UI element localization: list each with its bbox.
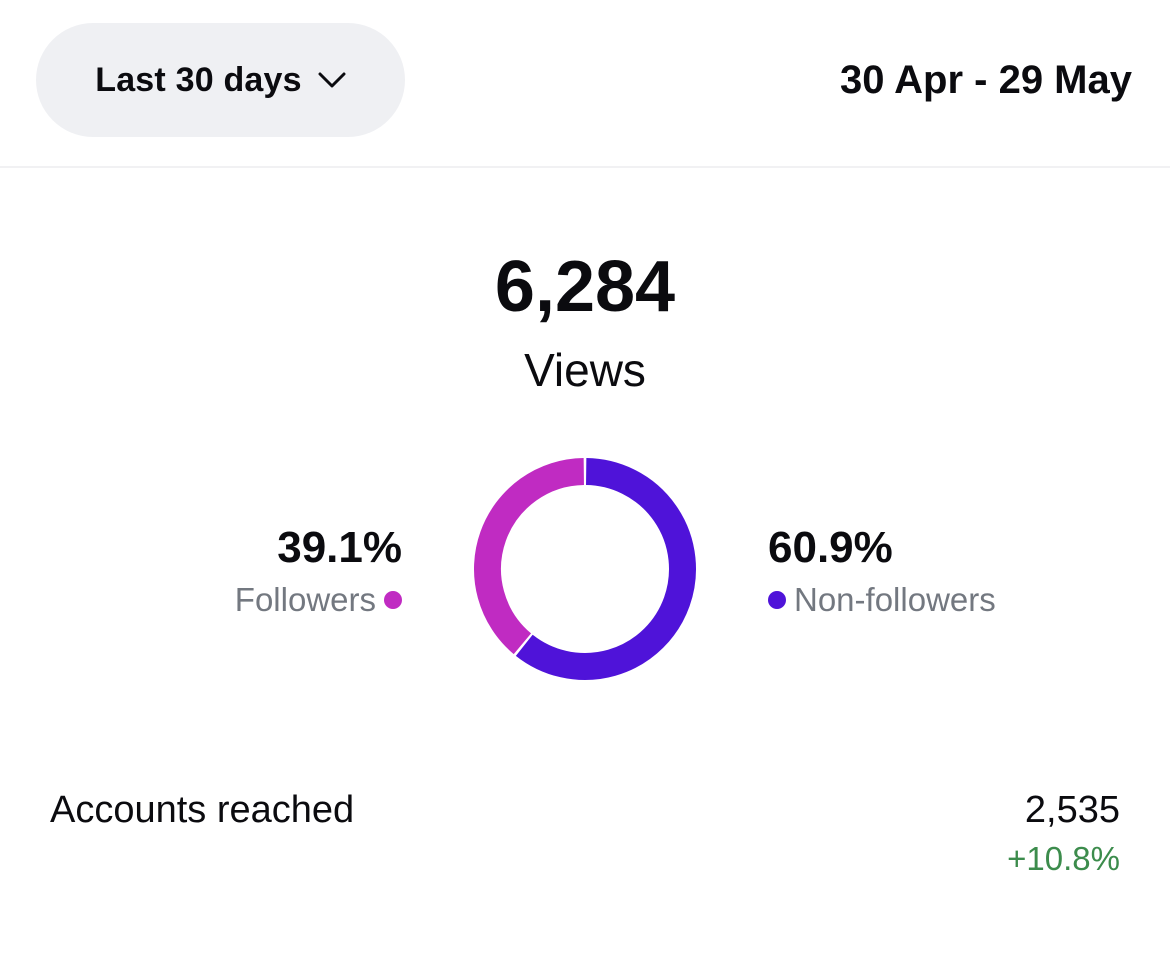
- non-followers-label: Non-followers: [794, 581, 996, 618]
- header: Last 30 days 30 Apr - 29 May: [0, 0, 1170, 168]
- donut-slice-non-followers: [515, 458, 696, 680]
- followers-dot-icon: [384, 591, 402, 609]
- views-donut-chart: [474, 458, 696, 680]
- date-range-dropdown-label: Last 30 days: [95, 60, 302, 99]
- chevron-down-icon: [318, 72, 346, 88]
- followers-percent: 39.1%: [277, 523, 402, 572]
- donut-slice-followers: [474, 458, 585, 655]
- non-followers-legend-row: Non-followers: [768, 578, 996, 622]
- accounts-reached-label: Accounts reached: [50, 789, 355, 831]
- non-followers-percent: 60.9%: [768, 523, 893, 572]
- non-followers-dot-icon: [768, 591, 786, 609]
- date-range-text: 30 Apr - 29 May: [840, 58, 1132, 102]
- views-label: Views: [524, 344, 646, 396]
- legend-followers: 39.1% Followers: [235, 522, 402, 622]
- views-total: 6,284: [494, 247, 676, 327]
- accounts-reached-row[interactable]: Accounts reached 2,535 +10.8%: [50, 786, 1120, 896]
- followers-label: Followers: [234, 581, 376, 618]
- legend-non-followers: 60.9% Non-followers: [768, 522, 996, 622]
- accounts-reached-change: +10.8%: [1007, 840, 1120, 877]
- followers-legend-row: Followers: [235, 578, 402, 622]
- accounts-reached-value: 2,535: [1024, 789, 1120, 831]
- date-range-dropdown[interactable]: Last 30 days: [36, 23, 405, 137]
